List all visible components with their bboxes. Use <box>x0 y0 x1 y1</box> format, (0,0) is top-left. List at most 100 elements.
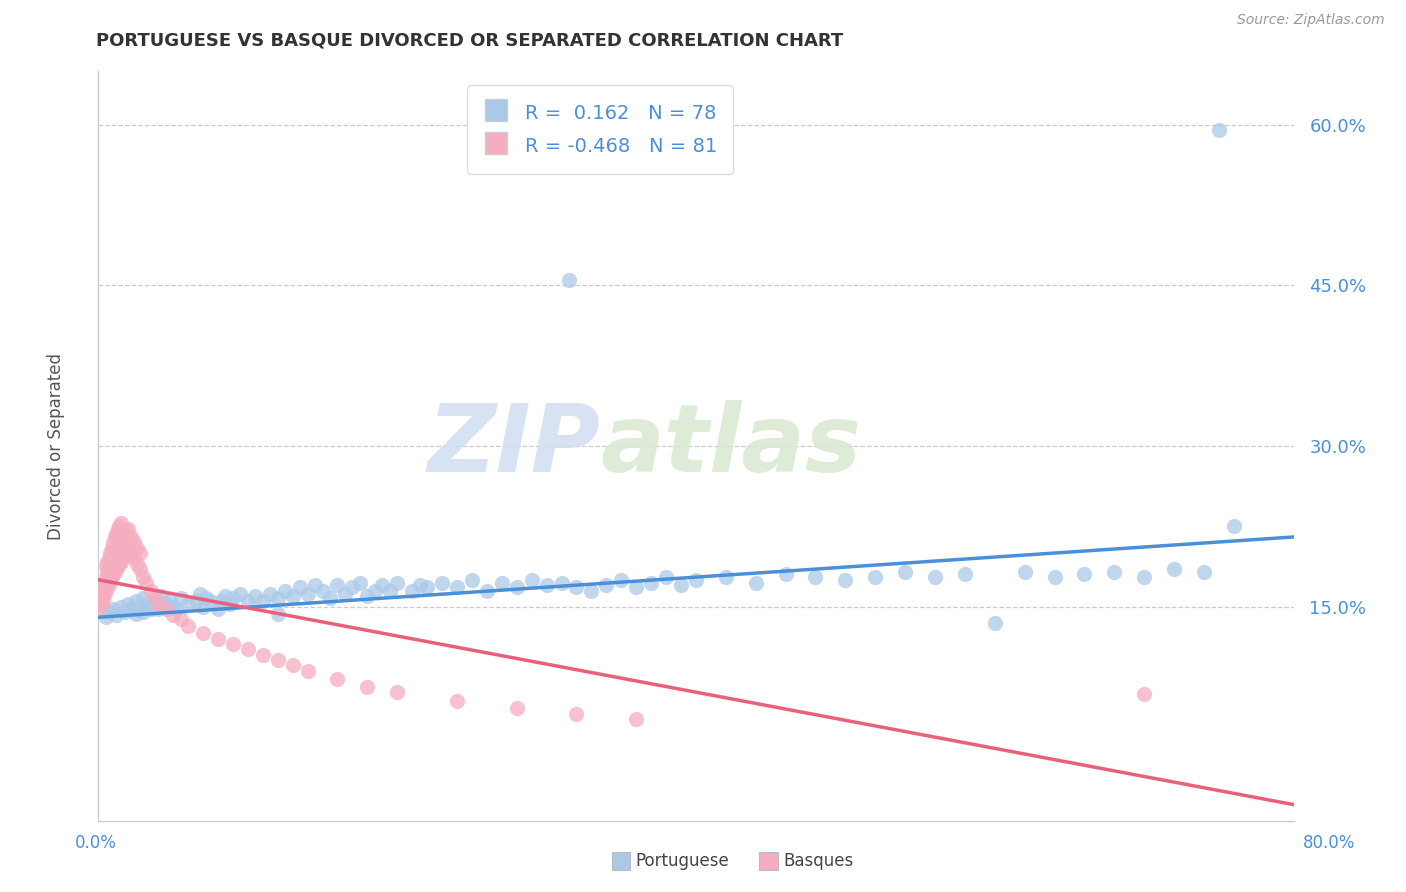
Text: Portuguese: Portuguese <box>636 852 730 870</box>
Point <box>129 546 152 560</box>
Point <box>135 598 157 612</box>
Point <box>222 591 245 605</box>
Text: 0.0%: 0.0% <box>75 834 117 852</box>
Point <box>550 576 572 591</box>
Point <box>745 576 768 591</box>
Point <box>120 530 142 544</box>
Point <box>91 583 114 598</box>
Point <box>461 573 484 587</box>
Point <box>1014 566 1036 580</box>
Point <box>114 526 136 541</box>
Point <box>129 562 152 576</box>
Point <box>267 607 290 621</box>
Point <box>610 573 633 587</box>
Point <box>288 580 311 594</box>
Point <box>97 578 120 592</box>
Point <box>200 594 222 608</box>
Text: Source: ZipAtlas.com: Source: ZipAtlas.com <box>1237 13 1385 28</box>
Point <box>195 591 218 605</box>
Point <box>714 569 737 583</box>
Point <box>105 548 128 562</box>
Point <box>626 580 648 594</box>
Point <box>281 589 304 603</box>
Point <box>834 573 856 587</box>
Point <box>259 587 281 601</box>
Point <box>93 580 115 594</box>
Point <box>159 594 181 608</box>
Point <box>236 642 259 657</box>
Point <box>685 573 707 587</box>
Point <box>110 537 132 551</box>
Point <box>565 580 588 594</box>
Point <box>107 544 129 558</box>
Point <box>104 566 127 580</box>
Point <box>446 580 468 594</box>
Point <box>94 576 117 591</box>
Point <box>430 576 453 591</box>
Point <box>1104 566 1126 580</box>
Point <box>408 578 430 592</box>
Point <box>1163 562 1185 576</box>
Point <box>105 608 128 623</box>
Point <box>117 598 139 612</box>
Point <box>349 576 371 591</box>
Point <box>98 546 122 560</box>
Point <box>245 589 267 603</box>
Point <box>111 551 134 566</box>
Text: Divorced or Separated: Divorced or Separated <box>48 352 65 540</box>
Point <box>491 576 513 591</box>
Point <box>1208 123 1230 137</box>
Point <box>127 557 149 571</box>
Point <box>191 599 214 614</box>
Point <box>96 555 118 569</box>
Point <box>110 555 132 569</box>
Point <box>103 601 125 615</box>
Point <box>207 632 229 646</box>
Point <box>775 567 797 582</box>
Point <box>953 567 976 582</box>
Point <box>297 587 319 601</box>
Point <box>105 562 128 576</box>
Point <box>89 598 111 612</box>
Point <box>97 567 120 582</box>
Point <box>356 680 378 694</box>
Point <box>94 569 117 583</box>
Point <box>129 599 152 614</box>
Point <box>94 583 117 598</box>
Point <box>1133 569 1156 583</box>
Point <box>385 685 409 699</box>
Point <box>162 599 184 614</box>
Point <box>111 535 134 549</box>
Point <box>105 526 128 541</box>
Point <box>1223 519 1246 533</box>
Point <box>114 546 136 560</box>
Point <box>103 567 125 582</box>
Point <box>207 601 229 615</box>
Point <box>97 551 120 566</box>
Point <box>139 601 162 615</box>
Point <box>506 701 529 715</box>
Point <box>90 591 112 605</box>
Point <box>143 591 166 605</box>
Point <box>252 594 274 608</box>
Point <box>184 594 207 608</box>
Point <box>401 583 423 598</box>
Point <box>595 578 617 592</box>
Point <box>87 601 110 615</box>
Point <box>155 598 177 612</box>
Point <box>520 573 543 587</box>
Point <box>150 589 173 603</box>
Point <box>108 519 131 533</box>
Point <box>506 580 529 594</box>
Point <box>333 587 356 601</box>
Point <box>222 637 245 651</box>
Point <box>177 598 200 612</box>
Point <box>148 598 170 612</box>
Point <box>94 558 117 573</box>
Point <box>640 576 662 591</box>
Point <box>865 569 887 583</box>
Point <box>581 583 603 598</box>
Text: PORTUGUESE VS BASQUE DIVORCED OR SEPARATED CORRELATION CHART: PORTUGUESE VS BASQUE DIVORCED OR SEPARAT… <box>96 31 842 49</box>
Point <box>1073 567 1095 582</box>
Point <box>96 566 118 580</box>
